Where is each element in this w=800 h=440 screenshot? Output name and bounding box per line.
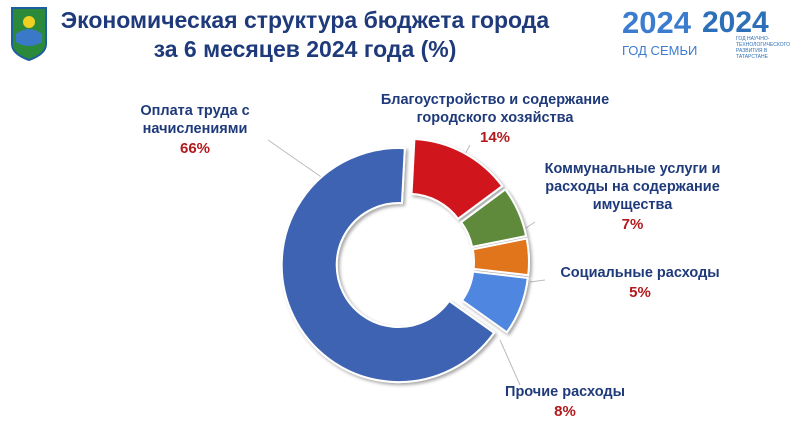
emblem <box>11 7 47 62</box>
label-0: Оплата труда с начислениями 66% <box>120 102 270 158</box>
donut-slice <box>460 270 529 334</box>
value-label: 5% <box>629 284 651 301</box>
chart-title: Экономическая структура бюджета города з… <box>60 7 550 62</box>
donut-slice <box>410 137 504 221</box>
value-label: 7% <box>621 216 644 233</box>
logo-science: ГОД НАУЧНО-ТЕХНОЛОГИЧЕСКОГО РАЗВИТИЯ В Т… <box>736 36 790 60</box>
category-label: Прочие расходы <box>505 384 625 400</box>
logo-year: 2024 <box>622 5 692 40</box>
category-label: Коммунальные услуги и расходы на содержа… <box>544 161 721 213</box>
logo-year-2: 2024 <box>702 6 769 39</box>
donut-slice <box>280 147 496 383</box>
category-label: Социальные расходы <box>560 265 720 281</box>
logo-family: ГОД СЕМЬИ <box>622 43 697 58</box>
logo-science-text: ГОД НАУЧНО-ТЕХНОЛОГИЧЕСКОГО РАЗВИТИЯ В Т… <box>736 36 790 60</box>
category-label: Благоустройство и содержание городского … <box>380 92 610 126</box>
value-label: 14% <box>479 129 511 146</box>
category-label: Оплата труда с начислениями <box>140 103 250 137</box>
value-label: 66% <box>179 140 211 157</box>
donut-slice <box>459 187 528 249</box>
label-4: Прочие расходы 8% <box>480 383 650 421</box>
value-label: 8% <box>554 403 576 420</box>
label-3: Социальные расходы 5% <box>540 264 740 302</box>
label-2: Коммунальные услуги и расходы на содержа… <box>535 160 730 234</box>
label-1: Благоустройство и содержание городского … <box>380 91 610 147</box>
donut-slice <box>471 237 530 277</box>
